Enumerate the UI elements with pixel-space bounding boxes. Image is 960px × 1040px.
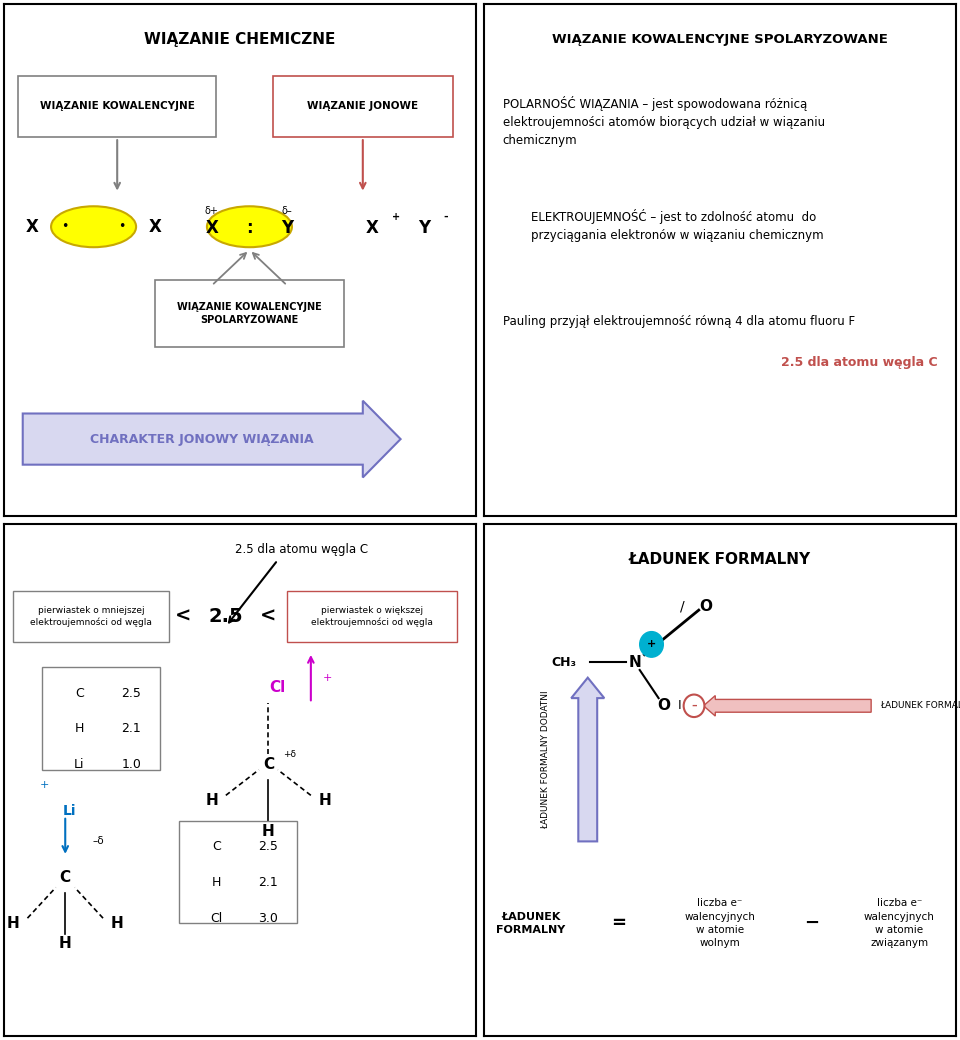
Text: δ–: δ– xyxy=(282,206,293,216)
Text: δ+: δ+ xyxy=(204,206,219,216)
Text: X: X xyxy=(26,217,38,236)
Text: POLARNOŚĆ WIĄZANIA – jest spowodowana różnicą
elektroujemności atomów biorących : POLARNOŚĆ WIĄZANIA – jest spowodowana ró… xyxy=(503,97,825,148)
Text: 2.5: 2.5 xyxy=(208,606,243,626)
Text: 2.5 dla atomu węgla C: 2.5 dla atomu węgla C xyxy=(235,543,368,556)
Text: Pauling przyjął elektroujemność równą 4 dla atomu fluoru F: Pauling przyjął elektroujemność równą 4 … xyxy=(503,315,854,328)
Text: 2.5 dla atomu węgla C: 2.5 dla atomu węgla C xyxy=(780,356,937,369)
Text: X: X xyxy=(366,218,378,237)
Text: <: < xyxy=(260,606,276,626)
FancyArrow shape xyxy=(571,678,604,841)
Circle shape xyxy=(639,631,663,657)
Text: 2.1: 2.1 xyxy=(122,723,141,735)
Text: +: + xyxy=(392,211,400,222)
Text: H: H xyxy=(59,936,72,952)
Text: C: C xyxy=(60,869,71,885)
Text: O: O xyxy=(657,698,670,713)
Ellipse shape xyxy=(207,206,292,248)
Text: 3.0: 3.0 xyxy=(258,912,278,925)
Bar xyxy=(287,591,457,642)
Text: <: < xyxy=(175,606,191,626)
Text: –: – xyxy=(691,701,697,710)
Text: ŁADUNEK FORMALNY UJEMNY: ŁADUNEK FORMALNY UJEMNY xyxy=(880,701,960,710)
Text: +: + xyxy=(323,673,332,682)
Text: ŁADUNEK FORMALNY DODATNI: ŁADUNEK FORMALNY DODATNI xyxy=(540,691,550,829)
Text: WIĄZANIE JONOWE: WIĄZANIE JONOWE xyxy=(307,102,419,111)
Text: CHARAKTER JONOWY WIĄZANIA: CHARAKTER JONOWY WIĄZANIA xyxy=(90,433,314,445)
Text: pierwiastek o większej
elektroujemności od węgla: pierwiastek o większej elektroujemności … xyxy=(311,605,433,627)
Text: X: X xyxy=(205,218,218,237)
Bar xyxy=(179,821,297,924)
Text: 2.5: 2.5 xyxy=(121,686,141,700)
Text: +: + xyxy=(647,640,656,649)
Text: liczba e⁻
walencyjnych
w atomie
wolnym: liczba e⁻ walencyjnych w atomie wolnym xyxy=(684,899,756,948)
Text: +: + xyxy=(39,780,49,790)
FancyArrow shape xyxy=(23,400,400,477)
Text: I: I xyxy=(678,699,682,712)
Text: Cl: Cl xyxy=(270,680,286,696)
Text: WIĄZANIE KOWALENCYJNE
SPOLARYZOWANE: WIĄZANIE KOWALENCYJNE SPOLARYZOWANE xyxy=(177,303,322,326)
Bar xyxy=(13,591,169,642)
Text: •: • xyxy=(61,220,69,233)
Circle shape xyxy=(684,695,705,717)
Text: :: : xyxy=(246,218,252,237)
Text: Li: Li xyxy=(63,804,77,817)
Text: WIĄZANIE CHEMICZNE: WIĄZANIE CHEMICZNE xyxy=(144,32,336,48)
Text: X: X xyxy=(149,217,161,236)
Bar xyxy=(155,281,344,347)
Text: Y: Y xyxy=(419,218,430,237)
Text: Li: Li xyxy=(74,758,84,771)
Text: +δ: +δ xyxy=(283,750,296,759)
Text: H: H xyxy=(110,916,124,931)
Text: –δ: –δ xyxy=(92,836,104,847)
Bar xyxy=(41,668,159,770)
Text: H: H xyxy=(7,916,19,931)
Bar xyxy=(273,76,452,137)
Text: ELEKTROUJEMNOŚĆ – jest to zdolność atomu  do
przyciągania elektronów w wiązaniu : ELEKTROUJEMNOŚĆ – jest to zdolność atomu… xyxy=(531,209,824,242)
Text: 2.5: 2.5 xyxy=(258,840,278,853)
Text: WIĄZANIE KOWALENCYJNE SPOLARYZOWANE: WIĄZANIE KOWALENCYJNE SPOLARYZOWANE xyxy=(552,33,888,47)
Text: pierwiastek o mniejszej
elektroujemności od węgla: pierwiastek o mniejszej elektroujemności… xyxy=(31,605,152,627)
Text: H: H xyxy=(319,792,331,808)
Text: H: H xyxy=(205,792,218,808)
Text: −: − xyxy=(804,914,820,932)
Text: H: H xyxy=(262,824,275,838)
Text: C: C xyxy=(263,757,274,772)
Text: Cl: Cl xyxy=(210,912,223,925)
Text: H: H xyxy=(75,723,84,735)
Text: 2.1: 2.1 xyxy=(258,876,278,889)
Text: /: / xyxy=(680,599,684,613)
Text: =: = xyxy=(611,914,626,932)
Text: C: C xyxy=(212,840,221,853)
Text: H: H xyxy=(212,876,221,889)
Text: ŁADUNEK
FORMALNY: ŁADUNEK FORMALNY xyxy=(496,912,565,935)
Text: 1.0: 1.0 xyxy=(121,758,141,771)
Text: -: - xyxy=(444,211,447,222)
Ellipse shape xyxy=(51,206,136,248)
Text: liczba e⁻
walencyjnych
w atomie
związanym: liczba e⁻ walencyjnych w atomie związany… xyxy=(864,899,935,948)
Text: CH₃: CH₃ xyxy=(552,656,577,669)
Text: N: N xyxy=(629,655,641,670)
Text: ŁADUNEK FORMALNY: ŁADUNEK FORMALNY xyxy=(629,552,811,568)
FancyArrow shape xyxy=(704,696,871,716)
Text: WIĄZANIE KOWALENCYJNE: WIĄZANIE KOWALENCYJNE xyxy=(39,102,195,111)
Bar xyxy=(18,76,216,137)
Text: O: O xyxy=(699,599,712,614)
Text: Y: Y xyxy=(281,218,294,237)
Text: C: C xyxy=(75,686,84,700)
Text: •: • xyxy=(118,220,126,233)
